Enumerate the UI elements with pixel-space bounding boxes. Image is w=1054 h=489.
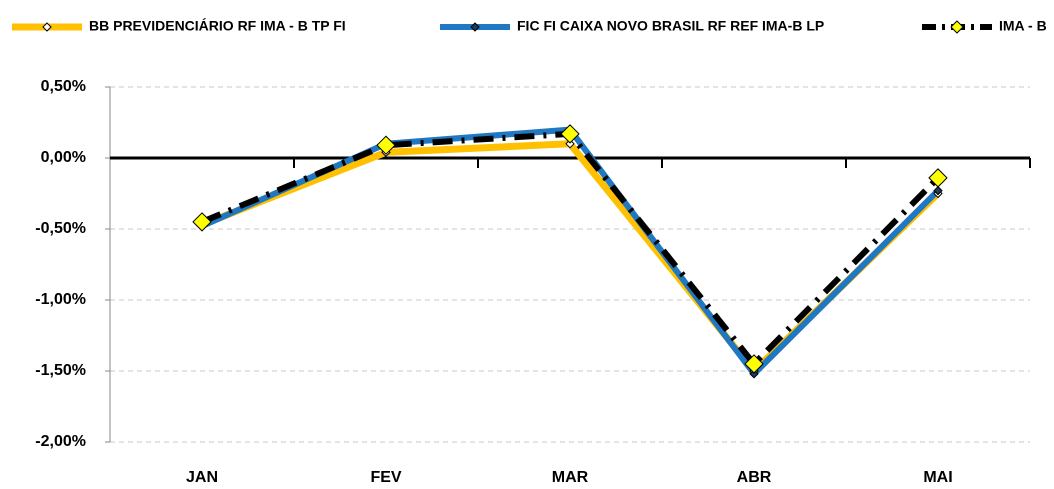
marker <box>376 135 396 155</box>
series-line <box>200 126 941 377</box>
x-tick-label: ABR <box>737 469 772 486</box>
legend-marker <box>950 20 964 34</box>
legend-marker <box>42 22 52 32</box>
marker <box>928 168 948 188</box>
x-tick-label: JAN <box>186 469 218 486</box>
marker <box>192 212 212 232</box>
y-tick-label: -0,50% <box>35 220 86 237</box>
y-tick-label: -1,50% <box>35 362 86 379</box>
legend-label: FIC FI CAIXA NOVO BRASIL RF REF IMA-B LP <box>517 18 824 34</box>
series-line <box>200 130 941 367</box>
x-tick-label: MAR <box>552 469 589 486</box>
legend-marker <box>470 22 480 32</box>
y-tick-label: -1,00% <box>35 291 86 308</box>
x-tick-label: FEV <box>370 469 401 486</box>
marker <box>565 139 575 149</box>
y-tick-label: 0,00% <box>41 149 86 166</box>
legend-label: IMA - B <box>999 18 1047 34</box>
marker <box>744 354 764 374</box>
y-tick-label: -2,00% <box>35 433 86 450</box>
marker <box>560 124 580 144</box>
marker <box>933 185 943 196</box>
x-tick-label: MAI <box>923 469 952 486</box>
marker <box>749 369 759 379</box>
y-tick-label: 0,50% <box>41 78 86 95</box>
legend: BB PREVIDENCIÁRIO RF IMA - B TP FI FIC FI… <box>12 18 1047 34</box>
legend-label: BB PREVIDENCIÁRIO RF IMA - B TP FI <box>89 18 346 34</box>
